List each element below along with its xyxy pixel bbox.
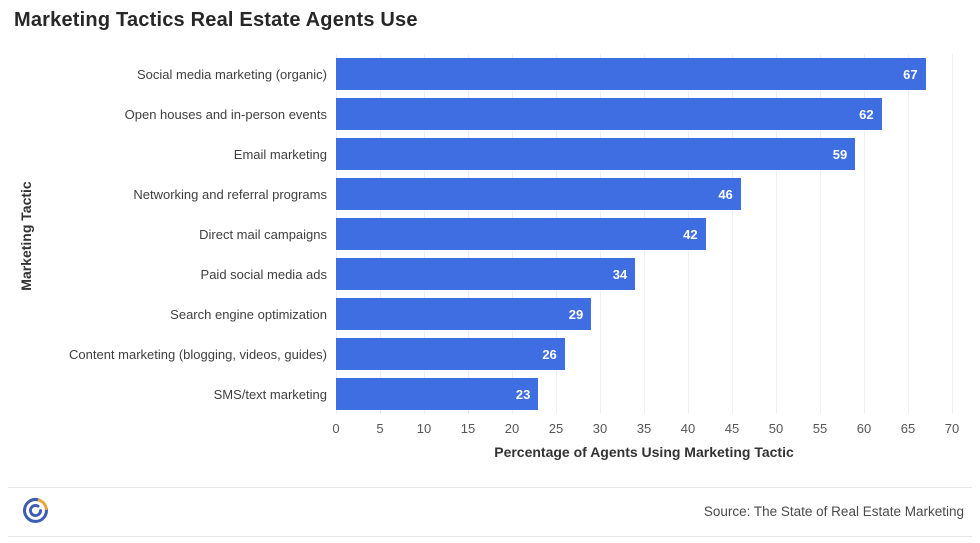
category-label: Direct mail campaigns — [199, 226, 327, 242]
bar: 62 — [336, 98, 882, 130]
x-tick-label: 55 — [812, 421, 828, 436]
bar-row: 67 — [336, 54, 952, 94]
x-tick-label: 60 — [856, 421, 872, 436]
x-tick-label: 25 — [548, 421, 564, 436]
bar-value-label: 23 — [515, 386, 531, 402]
category-label: Social media marketing (organic) — [136, 66, 327, 82]
footer-divider-bottom — [8, 536, 972, 537]
bar-row: 42 — [336, 214, 952, 254]
chart-title: Marketing Tactics Real Estate Agents Use — [14, 9, 418, 31]
x-axis-title: Percentage of Agents Using Marketing Tac… — [494, 444, 794, 460]
gridline — [907, 54, 909, 414]
gridline — [732, 54, 733, 414]
category-label: Search engine optimization — [170, 306, 327, 322]
category-label: Networking and referral programs — [133, 186, 327, 202]
bar: 42 — [336, 218, 706, 250]
bars-area: 67 62 59 46 42 34 29 26 23 — [336, 54, 953, 414]
bar-value-label: 67 — [903, 66, 918, 82]
bar-value-label: 42 — [683, 226, 698, 242]
category-label: Content marketing (blogging, videos, gui… — [69, 346, 327, 362]
category-label: Email marketing — [233, 146, 327, 162]
bar-value-label: 59 — [832, 146, 848, 162]
bar-value-label: 34 — [612, 266, 628, 282]
x-tick-label: 35 — [636, 421, 652, 436]
bar: 34 — [336, 258, 636, 290]
bar-value-label: 62 — [859, 106, 874, 122]
category-label: SMS/text marketing — [213, 386, 327, 402]
category-labels: Social media marketing (organic) Open hou… — [36, 54, 336, 414]
x-tick-label: 5 — [376, 421, 384, 436]
x-tick-label: 45 — [724, 421, 740, 436]
x-tick-label: 70 — [944, 421, 960, 436]
y-axis-title: Marketing Tactic — [18, 181, 34, 291]
bar-row: 46 — [336, 174, 952, 214]
bar-value-label: 46 — [718, 186, 733, 202]
brand-logo spiral-target-icon — [22, 497, 49, 524]
gridline — [776, 54, 777, 414]
plot-area: Social media marketing (organic) Open hou… — [36, 54, 959, 460]
bar: 46 — [336, 178, 741, 210]
x-tick-label: 40 — [680, 421, 696, 436]
bar-row: 26 — [336, 334, 952, 374]
bar: 26 — [336, 338, 565, 370]
gridline — [952, 54, 953, 414]
x-tick-label: 15 — [460, 421, 476, 436]
x-tick-label: 30 — [592, 421, 608, 436]
bar-row: 62 — [336, 94, 952, 134]
bar: 23 — [336, 378, 539, 410]
bar-value-label: 29 — [568, 306, 584, 322]
bar-row: 59 — [336, 134, 952, 174]
bar-row: 23 — [336, 374, 952, 414]
bar: 29 — [336, 298, 592, 330]
bar: 67 — [336, 58, 926, 90]
x-tick-label: 20 — [504, 421, 520, 436]
category-label: Open houses and in-person events — [124, 106, 327, 122]
x-tick-label: 50 — [768, 421, 784, 436]
footer-divider-top — [8, 487, 972, 488]
category-label: Paid social media ads — [200, 266, 327, 282]
bar-row: 29 — [336, 294, 952, 334]
bar: 59 — [336, 138, 856, 170]
bar-row: 34 — [336, 254, 952, 294]
x-axis-ticks: 0 5 10 15 20 25 30 35 40 45 50 55 60 65 70 — [332, 418, 959, 440]
gridline — [864, 54, 865, 414]
gridline — [820, 54, 821, 414]
x-tick-label: 10 — [416, 421, 432, 436]
bar-value-label: 26 — [542, 346, 557, 362]
x-tick-label: 0 — [332, 421, 340, 436]
x-tick-label: 65 — [900, 421, 916, 436]
source-attribution: Source: The State of Real Estate Marketi… — [703, 504, 964, 519]
